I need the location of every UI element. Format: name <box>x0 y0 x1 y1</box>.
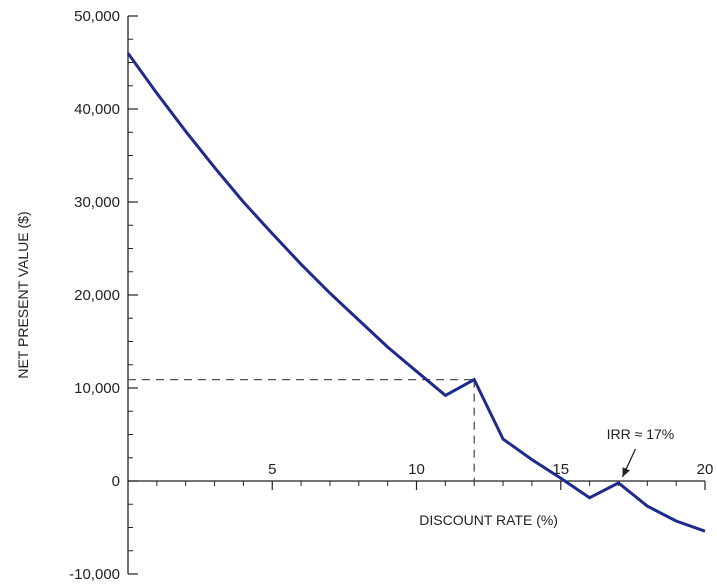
irr-annotation: IRR ≈ 17% <box>607 426 675 478</box>
reference-lines <box>128 378 475 481</box>
y-tick-label: 0 <box>112 473 120 490</box>
npv-curve <box>126 52 706 533</box>
y-tick-label: -10,000 <box>69 566 120 583</box>
axes: -10,000 0 10,000 20,000 30,000 40,000 50,000 5 1… <box>69 8 713 583</box>
x-tick-label: 10 <box>408 461 425 478</box>
x-tick-label: 5 <box>268 461 276 478</box>
x-tick-label: 20 <box>697 461 714 478</box>
y-axis-label: NET PRESENT VALUE ($) <box>15 211 31 378</box>
y-tick-label: 30,000 <box>74 194 120 211</box>
x-axis-label: DISCOUNT RATE (%) <box>419 512 558 528</box>
y-tick-label: 40,000 <box>74 101 120 118</box>
irr-label: IRR ≈ 17% <box>607 426 675 442</box>
y-tick-label: 50,000 <box>74 8 120 25</box>
irr-arrowhead <box>622 467 630 477</box>
y-tick-label: 20,000 <box>74 287 120 304</box>
y-tick-label: 10,000 <box>74 380 120 397</box>
